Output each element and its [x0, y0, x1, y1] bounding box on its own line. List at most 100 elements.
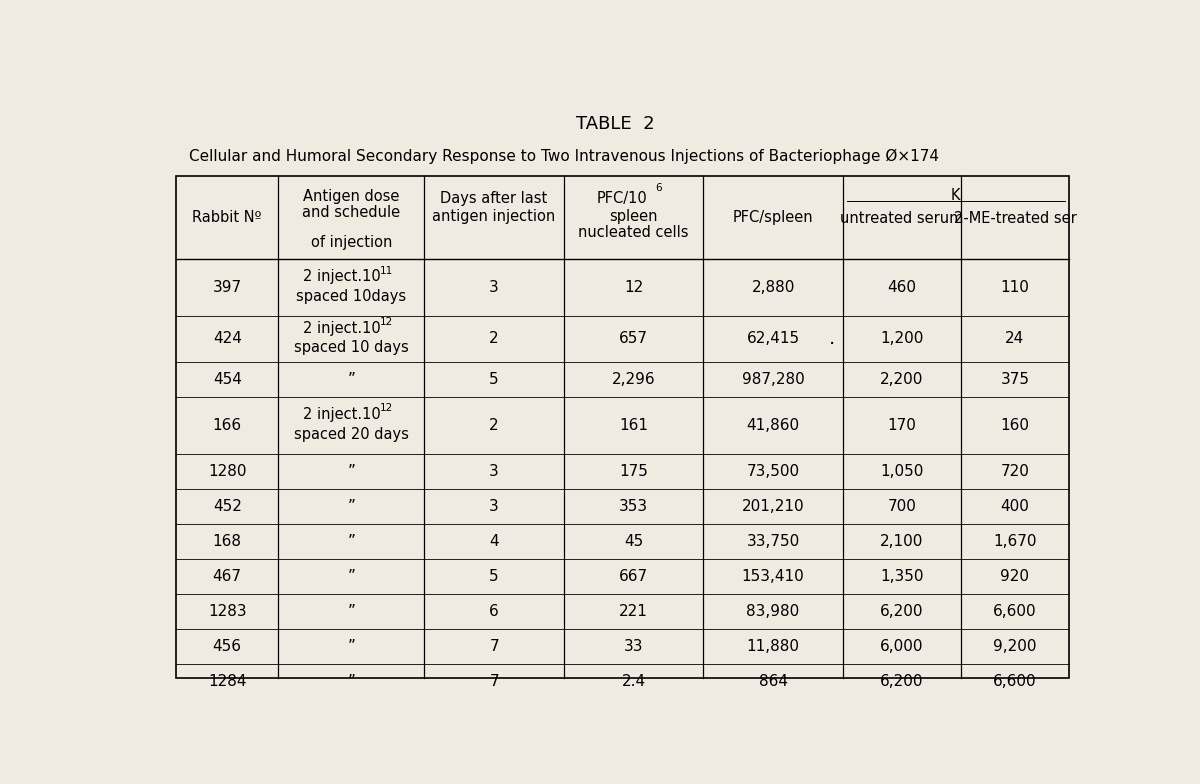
Text: 2,296: 2,296 [612, 372, 655, 387]
Text: 62,415: 62,415 [746, 332, 799, 347]
Text: 667: 667 [619, 569, 648, 584]
Text: spaced 20 days: spaced 20 days [294, 426, 409, 441]
Text: 657: 657 [619, 332, 648, 347]
Text: spaced 10days: spaced 10days [296, 289, 407, 304]
Text: 864: 864 [758, 674, 787, 689]
Text: 45: 45 [624, 534, 643, 549]
Text: spleen: spleen [610, 209, 658, 223]
Text: 5: 5 [490, 372, 499, 387]
Text: 6: 6 [490, 604, 499, 619]
Text: 3: 3 [490, 499, 499, 514]
Text: PFC/10: PFC/10 [598, 191, 648, 205]
Text: 73,500: 73,500 [746, 464, 799, 479]
Text: of injection: of injection [311, 234, 392, 250]
Text: 1283: 1283 [208, 604, 246, 619]
Text: 6,600: 6,600 [994, 604, 1037, 619]
Text: 920: 920 [1001, 569, 1030, 584]
Text: 33,750: 33,750 [746, 534, 799, 549]
Text: ”: ” [348, 674, 355, 689]
Text: ”: ” [348, 604, 355, 619]
Text: 2: 2 [490, 418, 499, 433]
Text: 700: 700 [888, 499, 917, 514]
Text: 110: 110 [1001, 280, 1030, 295]
Text: 2,880: 2,880 [751, 280, 794, 295]
Text: 201,210: 201,210 [742, 499, 804, 514]
Text: 5: 5 [490, 569, 499, 584]
Text: 1,050: 1,050 [881, 464, 924, 479]
Text: Rabbit Nº: Rabbit Nº [192, 210, 262, 225]
Text: 6,200: 6,200 [880, 604, 924, 619]
Text: 987,280: 987,280 [742, 372, 804, 387]
Text: 12: 12 [624, 280, 643, 295]
Text: 397: 397 [212, 280, 241, 295]
Text: 9,200: 9,200 [994, 639, 1037, 654]
Text: 24: 24 [1006, 332, 1025, 347]
Text: 460: 460 [888, 280, 917, 295]
Text: 400: 400 [1001, 499, 1030, 514]
Text: 2-ME-treated ser: 2-ME-treated ser [954, 211, 1076, 226]
Text: 175: 175 [619, 464, 648, 479]
Text: 3: 3 [490, 280, 499, 295]
Text: 454: 454 [212, 372, 241, 387]
Text: 1284: 1284 [208, 674, 246, 689]
Text: nucleated cells: nucleated cells [578, 225, 689, 240]
Text: 424: 424 [212, 332, 241, 347]
Text: 4: 4 [490, 534, 499, 549]
Text: 467: 467 [212, 569, 241, 584]
Text: 166: 166 [212, 418, 241, 433]
Bar [176, 176, 1069, 678]
Text: 375: 375 [1001, 372, 1030, 387]
Text: ”: ” [348, 639, 355, 654]
Text: 7: 7 [490, 639, 499, 654]
Text: Antigen dose: Antigen dose [304, 189, 400, 204]
Text: 160: 160 [1001, 418, 1030, 433]
Text: 2 inject.10: 2 inject.10 [304, 407, 380, 422]
Text: 2 inject.10: 2 inject.10 [304, 321, 380, 336]
Text: ”: ” [348, 569, 355, 584]
Text: 1280: 1280 [208, 464, 246, 479]
Text: spaced 10 days: spaced 10 days [294, 340, 409, 355]
Text: 170: 170 [888, 418, 917, 433]
Text: 720: 720 [1001, 464, 1030, 479]
Text: 2.4: 2.4 [622, 674, 646, 689]
Text: 2,100: 2,100 [881, 534, 924, 549]
Text: PFC/spleen: PFC/spleen [733, 210, 814, 225]
Text: 11,880: 11,880 [746, 639, 799, 654]
Text: 168: 168 [212, 534, 241, 549]
Text: ”: ” [348, 372, 355, 387]
Text: K: K [952, 187, 960, 202]
Text: 6,600: 6,600 [994, 674, 1037, 689]
Text: 456: 456 [212, 639, 241, 654]
Text: 41,860: 41,860 [746, 418, 799, 433]
Text: ”: ” [348, 464, 355, 479]
Text: 2,200: 2,200 [881, 372, 924, 387]
Text: 12: 12 [380, 403, 394, 413]
Text: untreated serum: untreated serum [840, 211, 964, 226]
Text: 1,670: 1,670 [994, 534, 1037, 549]
Text: ”: ” [348, 534, 355, 549]
Text: Days after last: Days after last [440, 191, 547, 205]
Text: antigen injection: antigen injection [432, 209, 556, 223]
Text: .: . [828, 329, 835, 348]
Text: 153,410: 153,410 [742, 569, 804, 584]
Text: 221: 221 [619, 604, 648, 619]
Text: 83,980: 83,980 [746, 604, 799, 619]
Text: 6,000: 6,000 [880, 639, 924, 654]
Text: 452: 452 [212, 499, 241, 514]
Text: 11: 11 [380, 266, 394, 276]
Text: TABLE  2: TABLE 2 [576, 115, 654, 133]
Text: 3: 3 [490, 464, 499, 479]
Text: 161: 161 [619, 418, 648, 433]
Text: Cellular and Humoral Secondary Response to Two Intravenous Injections of Bacteri: Cellular and Humoral Secondary Response … [190, 148, 940, 164]
Text: 2: 2 [490, 332, 499, 347]
Text: 1,350: 1,350 [880, 569, 924, 584]
Text: 6: 6 [655, 183, 661, 193]
Text: 353: 353 [619, 499, 648, 514]
Text: ”: ” [348, 499, 355, 514]
Text: 6,200: 6,200 [880, 674, 924, 689]
Text: 33: 33 [624, 639, 643, 654]
Text: and schedule: and schedule [302, 205, 401, 220]
Text: 1,200: 1,200 [881, 332, 924, 347]
Text: 12: 12 [380, 317, 394, 327]
Text: 2 inject.10: 2 inject.10 [304, 269, 380, 284]
